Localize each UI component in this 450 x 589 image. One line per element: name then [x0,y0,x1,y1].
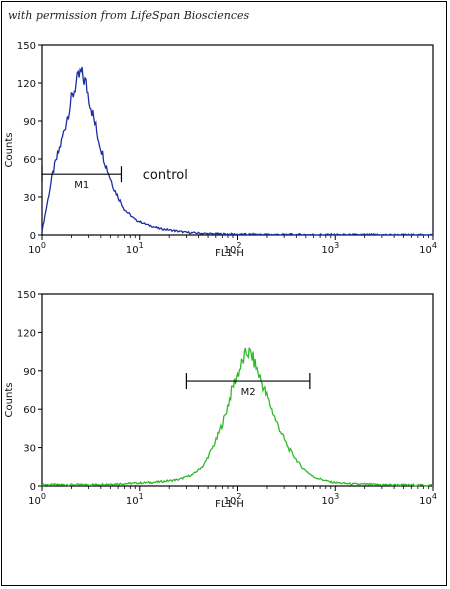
x-tick-label: 101 [126,241,144,256]
histogram-trace-1 [41,66,434,237]
x-tick-label: 102 [224,241,242,256]
y-tick-label: 150 [17,290,36,301]
x-tick-label: 100 [28,492,46,507]
y-axis-title: Counts [4,133,15,168]
y-tick-label: 0 [30,231,36,242]
y-axis-title: Counts [4,383,15,418]
x-tick-label: 101 [126,492,144,507]
y-tick-label: 30 [23,444,36,455]
x-axis-title: FL1-H [215,248,244,259]
histogram-trace-1 [41,346,434,487]
marker-label: M2 [241,387,256,398]
histogram-panel-1: 0 30 60 90 120 150 100 101 102 103 104 FL1-H Counts M… [4,41,437,259]
y-tick-label: 30 [23,193,36,204]
y-tick-label: 60 [23,405,36,416]
plot-area [41,44,434,236]
x-tick-label: 104 [419,241,437,256]
y-tick-label: 90 [23,117,36,128]
histogram-panel-2: 0 30 60 90 120 150 100 101 102 103 104 FL1-H Counts M… [4,290,437,510]
x-tick-label: 100 [28,241,46,256]
y-tick-label: 150 [17,41,36,52]
x-tick-label: 102 [224,492,242,507]
marker-label: M1 [74,180,89,191]
x-tick-label: 103 [321,492,339,507]
y-tick-label: 90 [23,367,36,378]
x-axis-title: FL1-H [215,499,244,510]
credit-text: with permission from LifeSpan Bioscience… [8,9,250,22]
y-tick-label: 60 [23,155,36,166]
plot-area [41,293,434,487]
annotation-label: control [143,168,188,183]
y-tick-label: 120 [17,79,36,90]
y-tick-label: 120 [17,328,36,339]
x-tick-label: 104 [419,492,437,507]
x-tick-label: 103 [321,241,339,256]
y-tick-label: 0 [30,482,36,493]
